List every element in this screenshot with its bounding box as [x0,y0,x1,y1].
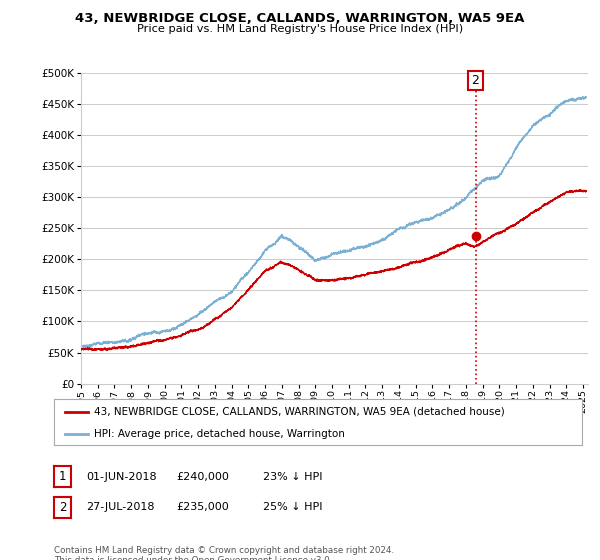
Text: 01-JUN-2018: 01-JUN-2018 [86,472,157,482]
Text: £240,000: £240,000 [176,472,229,482]
Text: 2: 2 [472,74,479,87]
Text: 43, NEWBRIDGE CLOSE, CALLANDS, WARRINGTON, WA5 9EA: 43, NEWBRIDGE CLOSE, CALLANDS, WARRINGTO… [76,12,524,25]
Text: 25% ↓ HPI: 25% ↓ HPI [263,502,322,512]
Text: 43, NEWBRIDGE CLOSE, CALLANDS, WARRINGTON, WA5 9EA (detached house): 43, NEWBRIDGE CLOSE, CALLANDS, WARRINGTO… [94,407,505,417]
Text: 23% ↓ HPI: 23% ↓ HPI [263,472,322,482]
Text: 1: 1 [59,470,66,483]
Text: Price paid vs. HM Land Registry's House Price Index (HPI): Price paid vs. HM Land Registry's House … [137,24,463,34]
Text: HPI: Average price, detached house, Warrington: HPI: Average price, detached house, Warr… [94,429,344,438]
Text: £235,000: £235,000 [176,502,229,512]
Text: 2: 2 [59,501,66,514]
Text: Contains HM Land Registry data © Crown copyright and database right 2024.
This d: Contains HM Land Registry data © Crown c… [54,546,394,560]
Text: 27-JUL-2018: 27-JUL-2018 [86,502,154,512]
